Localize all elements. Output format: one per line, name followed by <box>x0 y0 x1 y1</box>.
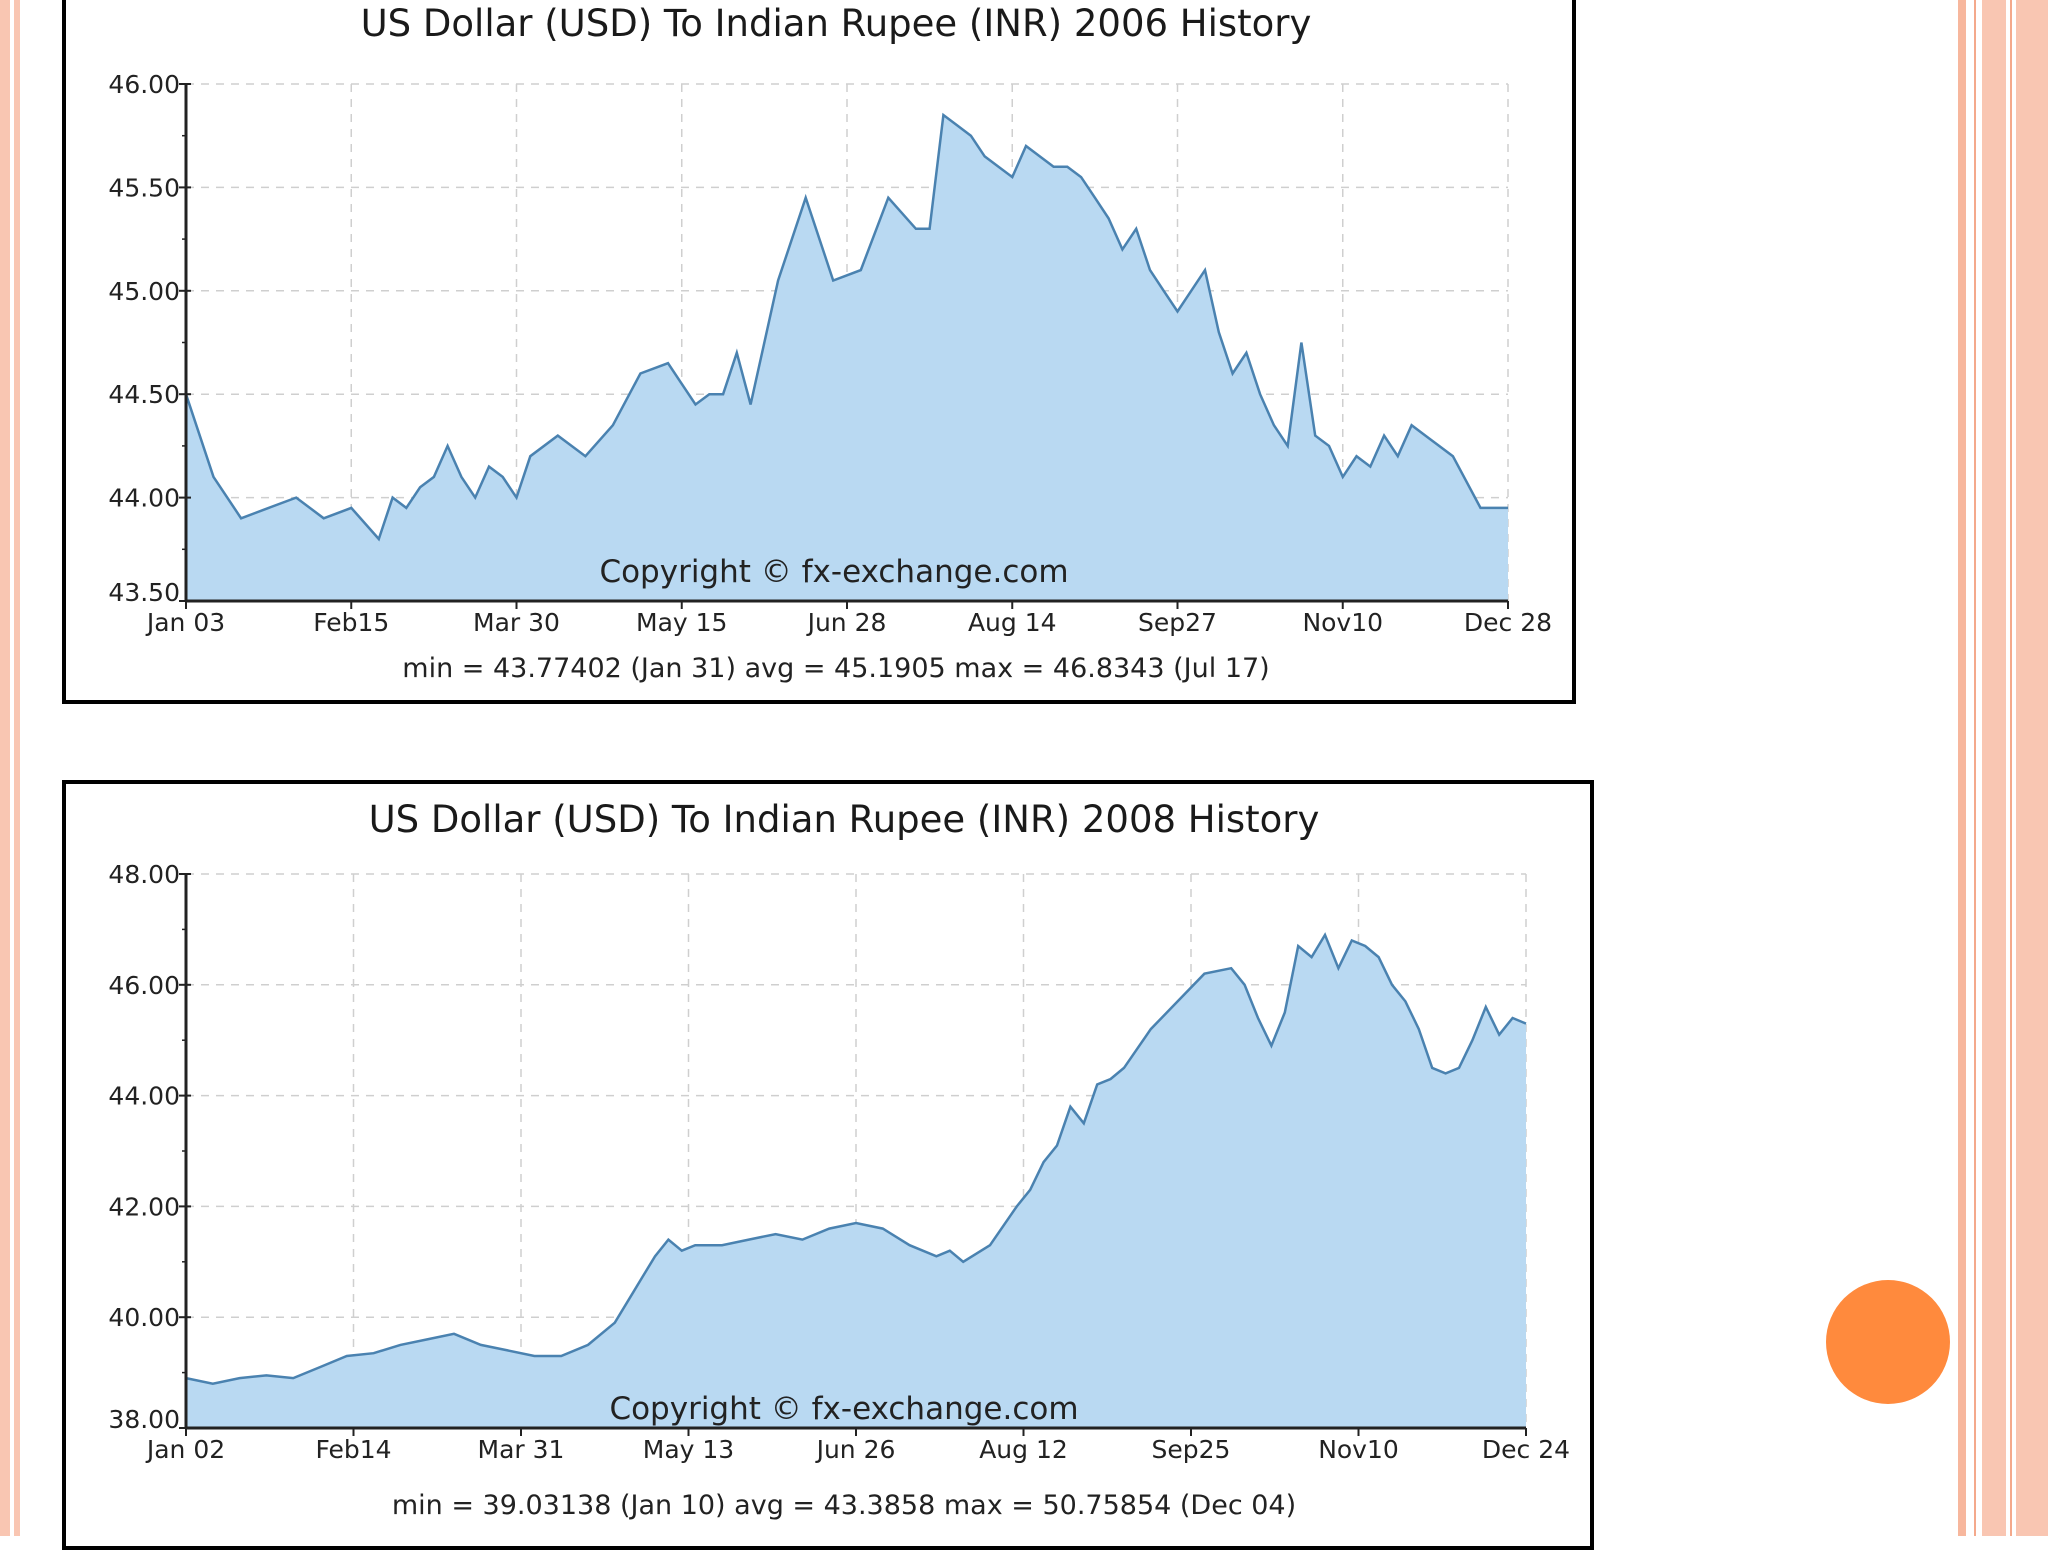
chart-2008-title: US Dollar (USD) To Indian Rupee (INR) 20… <box>369 798 1320 841</box>
right-border-line-2 <box>2010 0 2012 1536</box>
chart-2008-stats: min = 39.03138 (Jan 10) avg = 43.3858 ma… <box>392 1490 1296 1521</box>
x-tick-label: Jun 28 <box>806 608 887 637</box>
chart-2006-svg: US Dollar (USD) To Indian Rupee (INR) 20… <box>108 2 1552 684</box>
right-border-band-1 <box>1958 0 1966 1536</box>
x-tick-label: Sep27 <box>1138 608 1217 637</box>
chart-2006-area <box>186 115 1508 601</box>
left-border-decoration <box>0 0 24 1536</box>
x-tick-label: Dec 28 <box>1464 608 1552 637</box>
y-tick-label: 40.00 <box>108 1303 180 1332</box>
chart-2006: US Dollar (USD) To Indian Rupee (INR) 20… <box>62 0 1576 704</box>
y-tick-label: 45.50 <box>108 173 180 202</box>
y-tick-label: 42.00 <box>108 1192 180 1221</box>
y-tick-label: 46.00 <box>108 70 180 99</box>
x-tick-label: Nov10 <box>1302 608 1383 637</box>
chart-2006-stats: min = 43.77402 (Jan 31) avg = 45.1905 ma… <box>402 653 1269 684</box>
x-tick-label: Jun 26 <box>815 1435 896 1464</box>
left-border-outer <box>0 0 10 1536</box>
chart-2008-area <box>186 934 1526 1428</box>
x-tick-label: Mar 31 <box>478 1435 565 1464</box>
x-tick-label: Sep25 <box>1152 1435 1231 1464</box>
x-tick-label: May 15 <box>636 608 727 637</box>
chart-2008-svg: US Dollar (USD) To Indian Rupee (INR) 20… <box>108 798 1570 1521</box>
x-tick-label: Aug 12 <box>979 1435 1068 1464</box>
chart-2008: US Dollar (USD) To Indian Rupee (INR) 20… <box>62 780 1594 1550</box>
y-tick-label: 46.00 <box>108 971 180 1000</box>
x-tick-label: Jan 02 <box>145 1435 225 1464</box>
x-tick-label: Mar 30 <box>473 608 560 637</box>
chart-2006-title: US Dollar (USD) To Indian Rupee (INR) 20… <box>361 2 1312 45</box>
right-border-decoration <box>1958 0 2048 1536</box>
left-border-inner <box>14 0 20 1536</box>
chart-2006-copyright: Copyright © fx-exchange.com <box>599 554 1068 590</box>
chart-2008-line <box>185 932 1527 1385</box>
right-border-band-2 <box>1982 0 2006 1536</box>
x-tick-label: Feb14 <box>315 1435 391 1464</box>
orange-circle-decoration <box>1826 1280 1950 1404</box>
y-tick-label: 44.00 <box>108 484 180 513</box>
right-border-band-3 <box>2016 0 2048 1536</box>
x-tick-label: Nov10 <box>1318 1435 1399 1464</box>
x-tick-label: Dec 24 <box>1482 1435 1570 1464</box>
y-tick-label: 48.00 <box>108 860 180 889</box>
x-tick-label: May 13 <box>643 1435 734 1464</box>
y-tick-label: 45.00 <box>108 277 180 306</box>
x-tick-label: Feb15 <box>313 608 389 637</box>
right-border-line-1 <box>1974 0 1976 1536</box>
x-tick-label: Jan 03 <box>145 608 225 637</box>
y-tick-label: 44.50 <box>108 380 180 409</box>
chart-2008-copyright: Copyright © fx-exchange.com <box>609 1391 1078 1427</box>
chart-2006-line <box>184 112 1508 542</box>
y-tick-label: 38.00 <box>108 1405 180 1434</box>
y-tick-label: 44.00 <box>108 1082 180 1111</box>
y-tick-label: 43.50 <box>108 578 180 607</box>
x-tick-label: Aug 14 <box>968 608 1057 637</box>
